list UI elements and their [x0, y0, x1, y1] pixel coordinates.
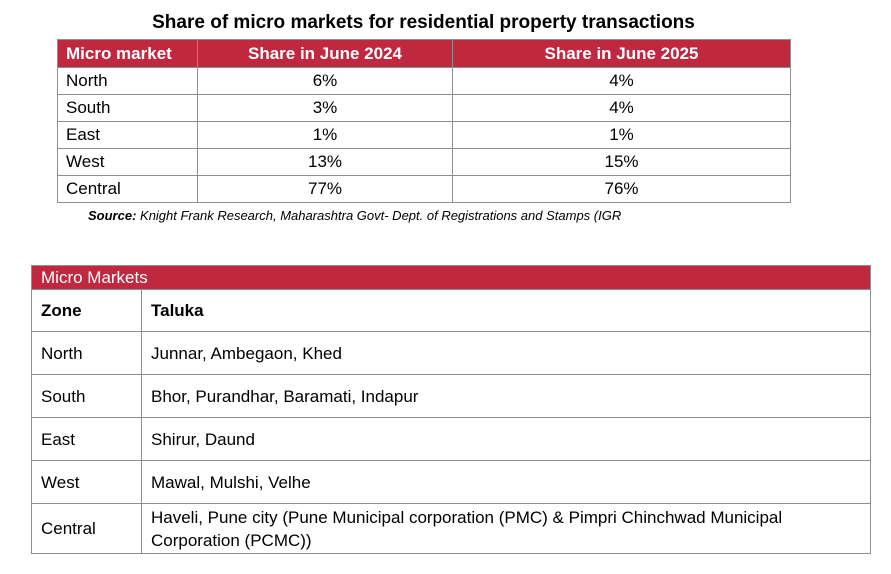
market-name-cell: South: [57, 94, 198, 122]
share-2024-cell: 6%: [197, 67, 453, 95]
table-row: Central 77% 76%: [57, 175, 791, 203]
zone-cell: North: [31, 331, 142, 375]
table-row: West 13% 15%: [57, 148, 791, 176]
table-row: South 3% 4%: [57, 94, 791, 122]
market-name-cell: Central: [57, 175, 198, 203]
share-table-header-row: Micro market Share in June 2024 Share in…: [57, 39, 791, 68]
page-title: Share of micro markets for residential p…: [152, 12, 695, 33]
share-2025-cell: 76%: [452, 175, 791, 203]
market-name-cell: North: [57, 67, 198, 95]
taluka-cell: Bhor, Purandhar, Baramati, Indapur: [141, 374, 871, 418]
share-2025-cell: 1%: [452, 121, 791, 149]
share-2025-cell: 15%: [452, 148, 791, 176]
zone-cell: East: [31, 417, 142, 461]
market-name-cell: West: [57, 148, 198, 176]
taluka-cell: Mawal, Mulshi, Velhe: [141, 460, 871, 504]
share-2025-cell: 4%: [452, 94, 791, 122]
source-text: Knight Frank Research, Maharashtra Govt-…: [136, 208, 622, 223]
share-2024-cell: 13%: [197, 148, 453, 176]
zone-cell: South: [31, 374, 142, 418]
share-2024-cell: 77%: [197, 175, 453, 203]
table-row: East Shirur, Daund: [31, 417, 871, 461]
taluka-cell: Shirur, Daund: [141, 417, 871, 461]
table-row: East 1% 1%: [57, 121, 791, 149]
source-label: Source:: [88, 208, 137, 223]
share-2024-cell: 3%: [197, 94, 453, 122]
taluka-cell: Junnar, Ambegaon, Khed: [141, 331, 871, 375]
share-2024-cell: 1%: [197, 121, 453, 149]
taluka-cell: Haveli, Pune city (Pune Municipal corpor…: [141, 503, 871, 554]
zone-cell: West: [31, 460, 142, 504]
source-note: Source: Knight Frank Research, Maharasht…: [88, 207, 621, 225]
table-row: North 6% 4%: [57, 67, 791, 95]
table-row: Central Haveli, Pune city (Pune Municipa…: [31, 503, 871, 554]
share-table: Micro market Share in June 2024 Share in…: [57, 39, 791, 203]
column-header-june-2025: Share in June 2025: [452, 39, 791, 68]
zone-cell: Central: [31, 503, 142, 554]
table-row: West Mawal, Mulshi, Velhe: [31, 460, 871, 504]
column-header-june-2024: Share in June 2024: [197, 39, 453, 68]
micro-markets-table: Micro Markets Zone Taluka North Junnar, …: [31, 265, 871, 554]
micro-markets-header-row: Zone Taluka: [31, 289, 871, 332]
share-2025-cell: 4%: [452, 67, 791, 95]
micro-markets-banner-row: Micro Markets: [31, 265, 871, 290]
table-row: North Junnar, Ambegaon, Khed: [31, 331, 871, 375]
column-header-micro-market: Micro market: [57, 39, 198, 68]
market-name-cell: East: [57, 121, 198, 149]
column-header-zone: Zone: [31, 289, 142, 332]
micro-markets-banner: Micro Markets: [31, 265, 871, 290]
column-header-taluka: Taluka: [141, 289, 871, 332]
table-row: South Bhor, Purandhar, Baramati, Indapur: [31, 374, 871, 418]
